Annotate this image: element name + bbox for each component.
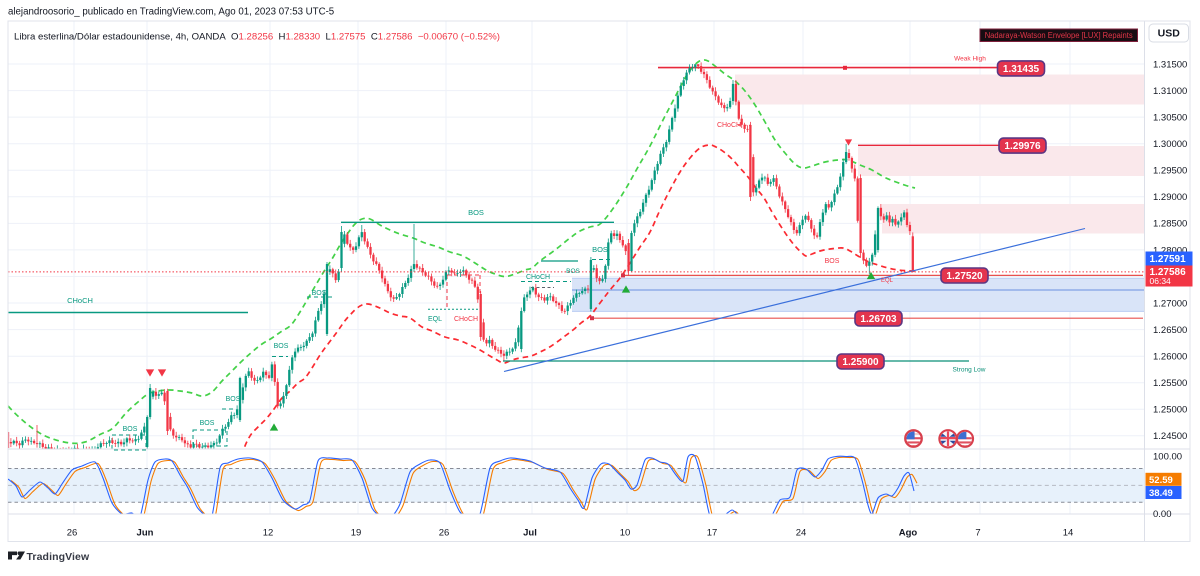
svg-text:26: 26	[439, 528, 450, 539]
svg-text:1.24500: 1.24500	[1153, 431, 1187, 442]
svg-text:USD: USD	[1158, 28, 1181, 40]
svg-text:BOS: BOS	[274, 343, 289, 350]
svg-text:1.27520: 1.27520	[946, 271, 983, 282]
svg-text:1.26500: 1.26500	[1153, 325, 1187, 336]
svg-text:BOS: BOS	[312, 290, 327, 297]
svg-text:Jun: Jun	[137, 528, 154, 539]
svg-text:1.29500: 1.29500	[1153, 166, 1187, 177]
svg-text:alejandroosorio_ publicado en: alejandroosorio_ publicado en TradingVie…	[8, 7, 334, 18]
svg-text:1.26000: 1.26000	[1153, 352, 1187, 363]
svg-text:1.29976: 1.29976	[1004, 141, 1041, 152]
svg-text:10: 10	[620, 528, 631, 539]
svg-text:Nadaraya-Watson Envelope [LUX]: Nadaraya-Watson Envelope [LUX] Repaints	[985, 31, 1133, 40]
svg-text:TradingView: TradingView	[27, 551, 90, 563]
svg-text:BOS: BOS	[825, 258, 840, 265]
svg-text:1.25900: 1.25900	[842, 357, 879, 368]
svg-text:19: 19	[351, 528, 362, 539]
svg-text:BOS: BOS	[468, 208, 484, 217]
svg-text:1.31500: 1.31500	[1153, 59, 1187, 70]
svg-text:1.25500: 1.25500	[1153, 378, 1187, 389]
svg-text:1.27591: 1.27591	[1150, 254, 1187, 265]
svg-text:CHoCH: CHoCH	[717, 122, 741, 129]
svg-text:1.30000: 1.30000	[1153, 139, 1187, 150]
svg-text:26: 26	[67, 528, 78, 539]
svg-text:100.00: 100.00	[1153, 452, 1182, 463]
svg-text:BOS: BOS	[566, 268, 580, 275]
svg-text:1.28000: 1.28000	[1153, 245, 1187, 256]
svg-text:BOS: BOS	[592, 245, 608, 254]
svg-text:1.30500: 1.30500	[1153, 113, 1187, 124]
svg-text:CHoCH: CHoCH	[67, 296, 93, 305]
svg-text:1.27586: 1.27586	[1150, 267, 1187, 278]
svg-text:06:34: 06:34	[1150, 276, 1172, 286]
svg-text:1.29000: 1.29000	[1153, 192, 1187, 203]
svg-text:17: 17	[707, 528, 718, 539]
svg-text:CHoCH: CHoCH	[526, 274, 550, 281]
svg-text:12: 12	[263, 528, 274, 539]
svg-text:1.31435: 1.31435	[1003, 64, 1040, 75]
svg-text:Weak High: Weak High	[954, 56, 986, 63]
svg-text:1.27000: 1.27000	[1153, 298, 1187, 309]
svg-text:52.59: 52.59	[1149, 475, 1173, 486]
svg-text:BOS: BOS	[200, 420, 215, 427]
svg-text:1.26703: 1.26703	[860, 314, 897, 325]
svg-text:0.00: 0.00	[1153, 509, 1172, 520]
svg-text:CHoCH: CHoCH	[454, 316, 478, 323]
svg-text:Strong Low: Strong Low	[953, 367, 986, 374]
svg-text:BOS: BOS	[226, 396, 241, 403]
svg-text:7: 7	[975, 528, 980, 539]
svg-text:38.49: 38.49	[1149, 488, 1173, 499]
svg-text:1.28500: 1.28500	[1153, 219, 1187, 230]
svg-text:EQL: EQL	[428, 316, 442, 323]
svg-text:BOS: BOS	[123, 426, 138, 433]
svg-text:EQL: EQL	[881, 278, 894, 284]
svg-text:24: 24	[796, 528, 807, 539]
svg-text:Jul: Jul	[523, 528, 537, 539]
svg-text:14: 14	[1063, 528, 1074, 539]
svg-text:Ago: Ago	[899, 528, 918, 539]
svg-text:1.25000: 1.25000	[1153, 405, 1187, 416]
svg-text:1.31000: 1.31000	[1153, 86, 1187, 97]
svg-text:Libra esterlina/Dólar estadoun: Libra esterlina/Dólar estadounidense, 4h…	[14, 32, 500, 43]
